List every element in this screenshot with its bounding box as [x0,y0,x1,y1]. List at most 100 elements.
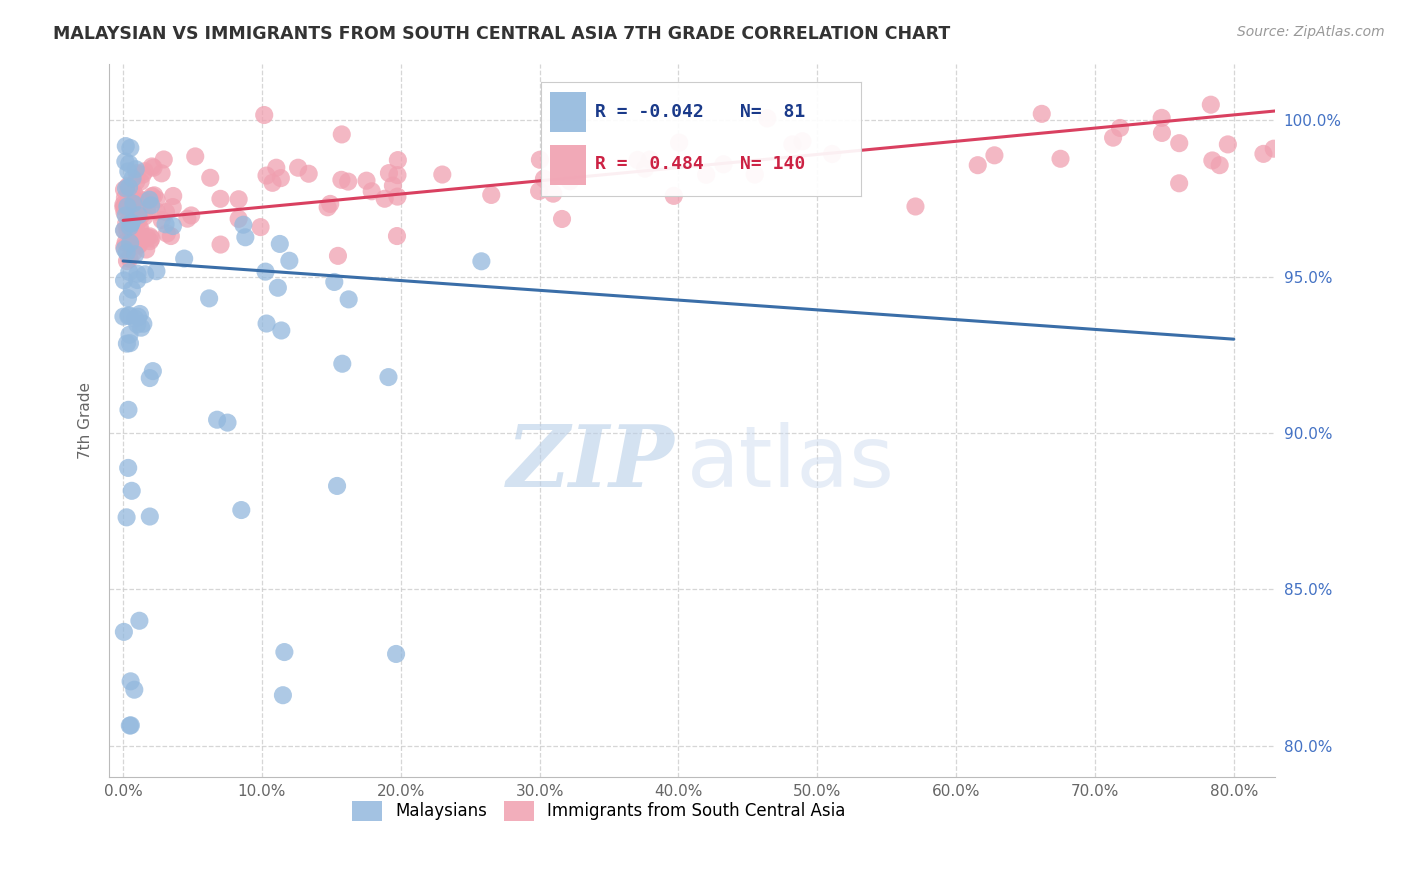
Point [124,186,146,201]
Point [114,209,136,223]
Point [232,218,254,232]
Point [668,136,690,150]
Point [127,238,149,252]
Point [121,186,143,201]
Point [125,219,148,234]
Point [249,220,271,235]
Point [713,157,735,171]
Point [1168,176,1191,190]
Point [278,253,301,268]
Point [387,168,409,182]
Point [112,200,135,214]
Point [356,174,378,188]
Point [378,166,401,180]
Point [128,208,150,222]
Point [1150,126,1173,140]
Point [120,217,142,231]
Point [267,281,290,295]
Point [273,645,295,659]
Point [162,219,184,233]
Point [118,336,141,351]
Point [966,158,988,172]
Point [228,211,250,226]
Point [115,245,138,260]
Point [128,237,150,252]
Point [125,166,148,180]
Point [114,223,136,237]
Point [134,164,156,178]
Point [821,147,844,161]
Text: MALAYSIAN VS IMMIGRANTS FROM SOUTH CENTRAL ASIA 7TH GRADE CORRELATION CHART: MALAYSIAN VS IMMIGRANTS FROM SOUTH CENTR… [53,25,950,43]
Point [326,479,349,493]
Point [120,141,142,155]
Point [256,169,278,183]
Point [150,213,173,227]
Point [127,204,149,219]
Point [112,223,135,237]
Legend: Malaysians, Immigrants from South Central Asia: Malaysians, Immigrants from South Centra… [347,797,851,826]
Point [127,318,149,332]
Point [121,483,143,498]
Point [114,205,136,219]
Point [142,161,165,175]
Point [120,235,142,250]
Point [120,718,142,732]
Point [118,327,141,342]
Point [1102,130,1125,145]
Point [114,139,136,153]
Point [115,181,138,195]
Point [124,226,146,240]
Point [121,171,143,186]
Point [233,230,256,244]
Point [134,194,156,209]
Point [141,160,163,174]
Point [129,175,152,189]
Point [150,166,173,180]
Point [904,199,927,213]
Point [128,220,150,235]
Point [124,311,146,326]
Point [180,209,202,223]
Point [129,320,152,334]
Point [134,210,156,224]
Point [112,310,135,324]
Point [114,242,136,256]
Point [162,189,184,203]
Point [1109,120,1132,135]
Point [330,128,353,142]
Point [117,223,139,237]
Point [1263,142,1285,156]
Point [254,265,277,279]
Point [118,718,141,732]
Point [479,188,502,202]
Point [117,178,139,193]
Point [117,199,139,213]
Point [118,252,141,266]
Point [112,240,135,254]
Point [209,192,232,206]
Point [139,234,162,248]
Point [269,236,291,251]
Point [141,231,163,245]
Text: ZIP: ZIP [508,422,675,505]
Point [125,174,148,188]
Point [217,416,239,430]
Point [330,357,353,371]
Point [1208,158,1230,172]
Point [128,614,150,628]
Point [122,195,145,210]
Point [262,176,284,190]
Point [132,317,155,331]
Point [1031,107,1053,121]
Point [115,336,138,351]
Point [115,510,138,524]
Point [152,153,174,167]
Point [176,211,198,226]
Point [117,309,139,323]
Point [132,168,155,182]
Point [124,194,146,209]
Point [136,203,159,218]
Point [139,509,162,524]
Point [142,364,165,378]
Point [124,682,146,697]
